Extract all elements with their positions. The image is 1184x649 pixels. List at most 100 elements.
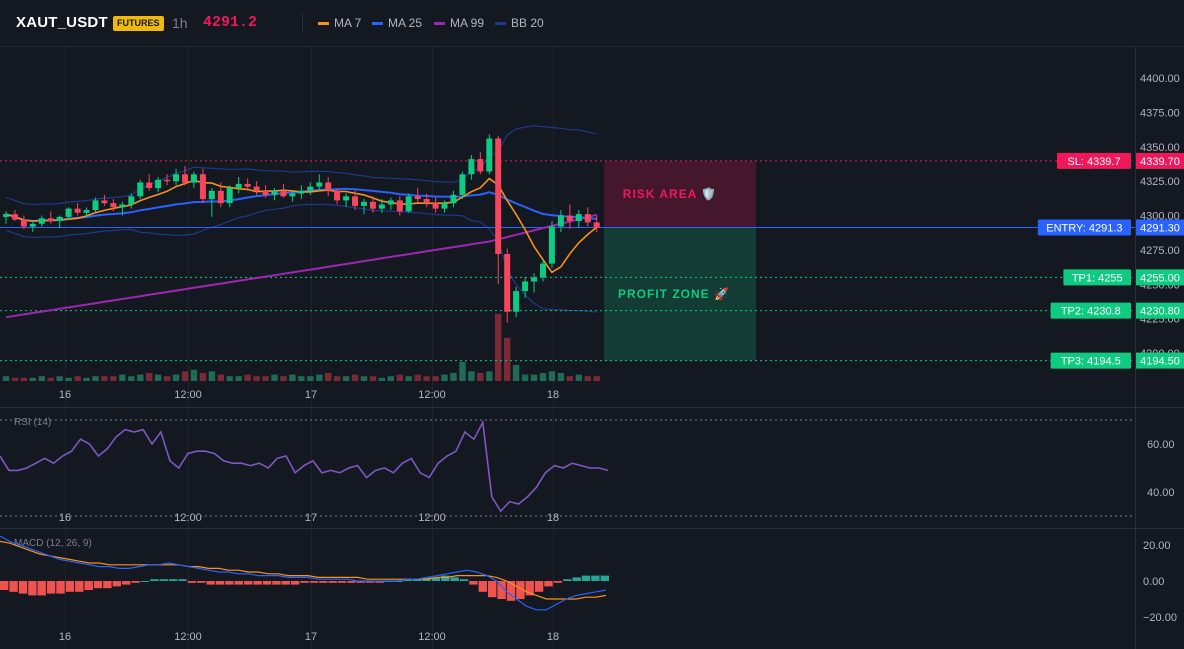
macd-tick-label: 0.00 [1143, 576, 1164, 588]
candle[interactable] [486, 134, 493, 175]
volume-bar [137, 374, 144, 381]
candle[interactable] [557, 210, 564, 232]
take-profit-1-tag-text: TP1: 4255 [1072, 272, 1123, 284]
candle[interactable] [47, 211, 54, 224]
volume-bar [557, 373, 565, 381]
volume-bar [11, 377, 19, 381]
candle[interactable] [155, 177, 162, 193]
candle[interactable] [119, 201, 126, 216]
candle[interactable] [128, 193, 135, 209]
macd-histogram-bar [356, 581, 365, 583]
volume-bar [468, 371, 475, 381]
macd-histogram-bar [215, 581, 225, 585]
candle[interactable] [459, 171, 466, 200]
candle[interactable] [369, 196, 376, 213]
candle[interactable] [199, 168, 206, 204]
candle[interactable] [217, 182, 224, 208]
symbol-name[interactable]: XAUT_USDT [16, 14, 108, 31]
candle[interactable] [20, 215, 27, 230]
candle[interactable] [65, 207, 72, 220]
candle[interactable] [468, 155, 475, 180]
candle[interactable] [378, 199, 385, 213]
candle[interactable] [307, 182, 314, 195]
candle[interactable] [548, 221, 555, 268]
candle[interactable] [182, 166, 188, 186]
candle[interactable] [334, 188, 341, 205]
macd-histogram-bar [478, 581, 487, 592]
candlesticks[interactable] [3, 134, 600, 323]
candle[interactable] [405, 193, 412, 213]
candle[interactable] [352, 190, 358, 210]
candle[interactable] [83, 207, 90, 217]
candle[interactable] [441, 200, 448, 213]
candle[interactable] [298, 185, 305, 199]
profit-zone[interactable] [604, 227, 756, 361]
candle[interactable] [101, 194, 108, 206]
candle[interactable] [244, 178, 251, 191]
candle[interactable] [513, 287, 520, 318]
legend-bb20-label: BB 20 [511, 16, 544, 30]
candle[interactable] [110, 199, 117, 212]
candle[interactable] [271, 188, 278, 201]
candle[interactable] [280, 183, 287, 198]
candle[interactable] [495, 135, 502, 285]
timeframe-selector[interactable]: 1h [172, 15, 188, 31]
rsi-title: RSI (14) [14, 417, 51, 428]
candle[interactable] [226, 185, 233, 208]
volume-bar [512, 365, 520, 381]
candle[interactable] [522, 277, 529, 298]
candle[interactable] [235, 177, 242, 194]
bb20-swatch-icon [495, 21, 506, 25]
candle[interactable] [423, 193, 430, 208]
candle[interactable] [361, 199, 367, 215]
legend-ma7[interactable]: MA 7 [318, 16, 361, 30]
candle[interactable] [566, 204, 573, 230]
candle[interactable] [208, 188, 215, 217]
rsi-panel[interactable]: 60.00 40.00 [0, 419, 1175, 517]
candle[interactable] [11, 210, 18, 221]
macd-histogram-bar [18, 581, 28, 594]
candle[interactable] [540, 259, 546, 282]
volume-bar [271, 374, 278, 381]
candle[interactable] [289, 190, 296, 202]
candle[interactable] [414, 188, 421, 204]
candle[interactable] [38, 215, 45, 227]
legend-ma99-label: MA 99 [450, 16, 485, 30]
candle[interactable] [575, 210, 582, 228]
candle[interactable] [316, 174, 323, 191]
candle[interactable] [325, 177, 332, 197]
candle[interactable] [584, 207, 591, 227]
candle[interactable] [137, 179, 144, 199]
candle[interactable] [56, 215, 63, 228]
legend-ma25[interactable]: MA 25 [372, 16, 422, 30]
candle[interactable] [74, 203, 81, 216]
candle[interactable] [396, 196, 403, 216]
candle[interactable] [450, 190, 457, 208]
candle[interactable] [432, 197, 439, 213]
risk-area-zone[interactable] [604, 160, 756, 228]
candle[interactable] [164, 174, 171, 186]
candle[interactable] [262, 185, 269, 198]
candle[interactable] [387, 197, 394, 210]
volume-bar [316, 374, 323, 381]
risk-area-label: RISK AREA 🛡️ [623, 187, 717, 201]
candle[interactable] [190, 171, 197, 189]
volume-bar [486, 371, 493, 381]
candle[interactable] [343, 193, 350, 208]
candle[interactable] [173, 168, 179, 186]
candle[interactable] [29, 221, 36, 232]
candle[interactable] [504, 248, 511, 323]
entry-axis-value: 4291.30 [1140, 222, 1180, 234]
candle[interactable] [3, 211, 9, 224]
candle[interactable] [253, 181, 260, 195]
candle[interactable] [92, 197, 99, 213]
rsi-tick-label: 40.00 [1147, 487, 1175, 499]
legend-ma99[interactable]: MA 99 [434, 16, 484, 30]
candle[interactable] [146, 174, 153, 191]
macd-panel[interactable]: 20.00 0.00 −20.00 [0, 535, 1177, 624]
legend-bb20[interactable]: BB 20 [495, 16, 544, 30]
candle[interactable] [593, 215, 600, 233]
candle[interactable] [477, 152, 484, 175]
candle[interactable] [531, 273, 537, 293]
